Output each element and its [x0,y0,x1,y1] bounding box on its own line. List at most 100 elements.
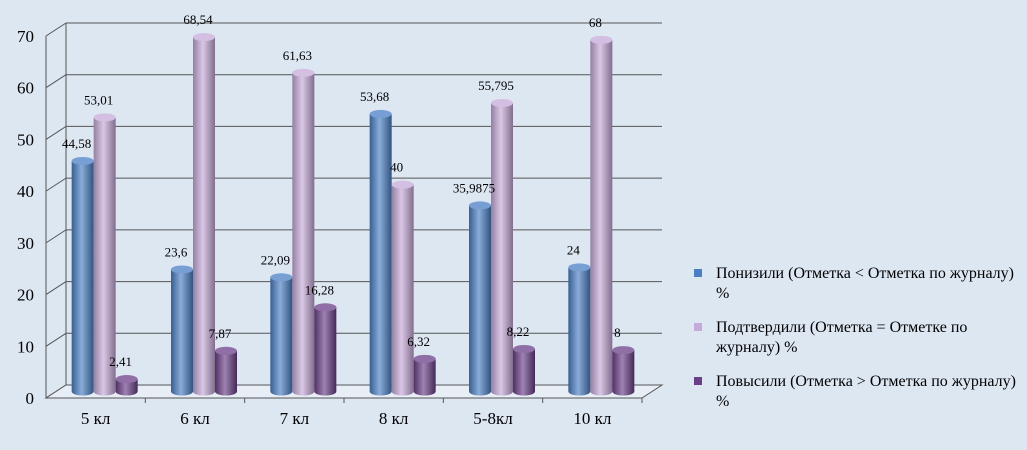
y-tick-label: 40 [17,182,34,201]
bar-2-5 [612,346,635,396]
data-label: 40 [390,160,403,175]
gridline-side [45,126,67,140]
gridline-side [45,74,67,89]
y-tick-label: 10 [17,337,34,356]
legend-label-confirmed: Подтвердили (Отметка = Отметке по журнал… [716,319,968,356]
y-tick-label: 20 [17,286,34,305]
legend-swatch-raised [694,377,702,385]
legend-item-raised: Повысили (Отметка > Отметка по журналу) … [690,372,1025,412]
legend-item-lowered: Понизили (Отметка < Отметка по журналу) … [690,264,1025,304]
x-tick-label: 10 кл [573,409,612,428]
data-label: 6,32 [407,334,430,349]
legend-item-confirmed: Подтвердили (Отметка = Отметке по журнал… [690,318,1025,358]
bar-body [491,102,513,396]
data-label: 8 [614,325,621,340]
bar-body [469,205,491,396]
bar-0-2 [270,273,293,396]
bar-2-3 [413,354,436,396]
bar-cap [612,346,635,355]
data-label: 22,09 [261,252,290,267]
data-label: 53,01 [84,92,113,107]
bar-body [270,277,293,396]
bar-1-4 [491,98,513,396]
legend: Понизили (Отметка < Отметка по журналу) … [690,264,1025,426]
bar-cap [469,201,491,210]
legend-swatch-confirmed [694,323,702,331]
data-label: 8,22 [507,324,530,339]
bar-body [590,39,613,396]
x-tick-label: 7 кл [280,409,310,428]
y-tick-label: 50 [17,130,34,149]
bar-1-2 [292,68,315,396]
bar-body [314,307,337,396]
bar-cap [568,263,591,272]
x-tick-label: 6 кл [180,409,210,428]
bar-1-0 [93,113,116,396]
bar-body [391,184,414,396]
legend-label-lowered: Понизили (Отметка < Отметка по журналу) … [716,265,1014,302]
bar-cap [93,113,116,122]
bar-2-4 [513,344,535,396]
data-label: 61,63 [283,48,312,63]
bar-cap [590,35,613,44]
bar-0-1 [171,265,193,396]
bar-body [292,72,315,396]
bar-0-5 [568,263,591,396]
bar-body [513,348,535,396]
y-tick-label: 60 [17,79,34,98]
x-tick-label: 8 кл [379,409,409,428]
bar-body [215,350,237,396]
data-label: 35,9875 [453,180,495,195]
bar-cap [171,265,193,274]
x-tick-label: 5-8кл [473,409,513,428]
bar-1-1 [193,33,215,396]
bar-body [612,350,635,396]
bar-cap [314,303,337,312]
bar-cap [491,98,513,107]
bar-2-2 [314,303,337,396]
data-label: 53,68 [360,89,389,104]
bar-0-0 [71,156,94,396]
bar-cap [71,156,94,165]
bar-2-0 [115,375,138,396]
bar-1-5 [590,35,613,396]
data-label: 68,54 [183,12,213,27]
bar-body [93,117,116,396]
bar-body [413,358,436,396]
bar-cap [270,273,293,282]
bar-body [71,160,94,396]
data-label: 16,28 [305,282,334,297]
y-tick-label: 30 [17,234,34,253]
bars-layer [71,33,635,396]
labels-layer: 5 кл 44,58 53,01 2,41 6 кл 23,6 68,54 7,87 7 кл 2… [62,12,621,428]
bar-cap [115,375,138,384]
bar-cap [369,109,392,118]
data-label: 2,41 [109,354,132,369]
legend-swatch-lowered [694,269,702,277]
gridline-side [45,332,67,347]
gridline-side [45,281,67,295]
gridline-side [45,22,67,37]
bar-0-4 [469,201,491,396]
bar-2-1 [215,346,237,396]
bar-cap [413,354,436,363]
gridline-side [45,177,67,192]
bar-1-3 [391,180,414,396]
gridline-side [45,229,67,244]
data-label: 68 [589,15,602,30]
data-label: 23,6 [165,244,188,259]
bar-cap [391,180,414,189]
bar-body [171,269,193,396]
bar-body [115,379,138,396]
bar-cap [292,68,315,77]
data-label: 44,58 [62,136,91,151]
bar-cap [215,346,237,355]
bar-body [568,267,591,396]
bar-cap [513,344,535,353]
y-tick-label: 70 [17,27,34,46]
data-label: 24 [567,242,581,257]
bar-cap [193,33,215,42]
y-tick-label: 0 [26,389,35,408]
